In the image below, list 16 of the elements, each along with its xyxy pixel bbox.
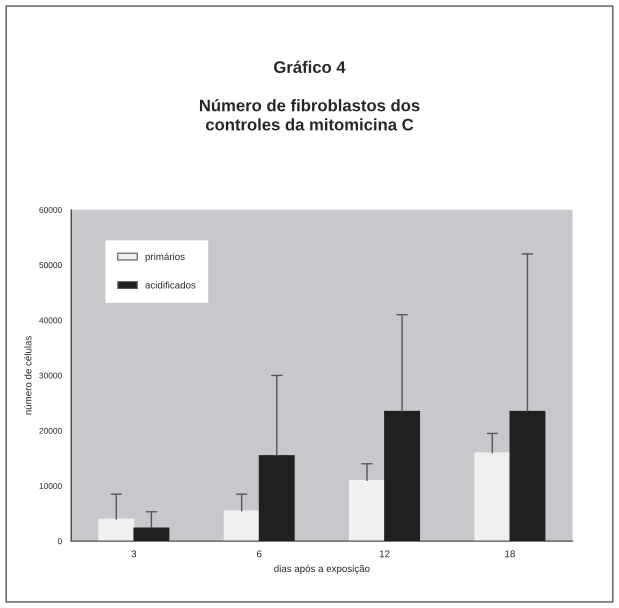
x-tick-label: 18 [505,550,515,558]
y-tick-label: 50000 [39,262,62,268]
y-axis-title: número de células [24,336,32,415]
x-tick-label: 3 [132,550,136,558]
y-tick-label: 0 [58,538,62,544]
legend-label: primários [146,252,185,262]
x-tick-label: 12 [380,550,390,558]
x-tick-label: 6 [256,550,262,558]
y-tick-label: 30000 [39,372,62,379]
y-tick-label: 20000 [39,428,62,434]
y-tick-label: 40000 [39,317,62,324]
legend-label: acidificados [145,281,196,289]
chart-title: Gráfico 4 Número de fibroblastos dos controles da mitomicina C [200,60,420,131]
y-tick-label: 60000 [39,206,62,213]
x-axis-title: dias após a exposição [274,564,370,574]
y-tick-label: 10000 [40,483,62,489]
